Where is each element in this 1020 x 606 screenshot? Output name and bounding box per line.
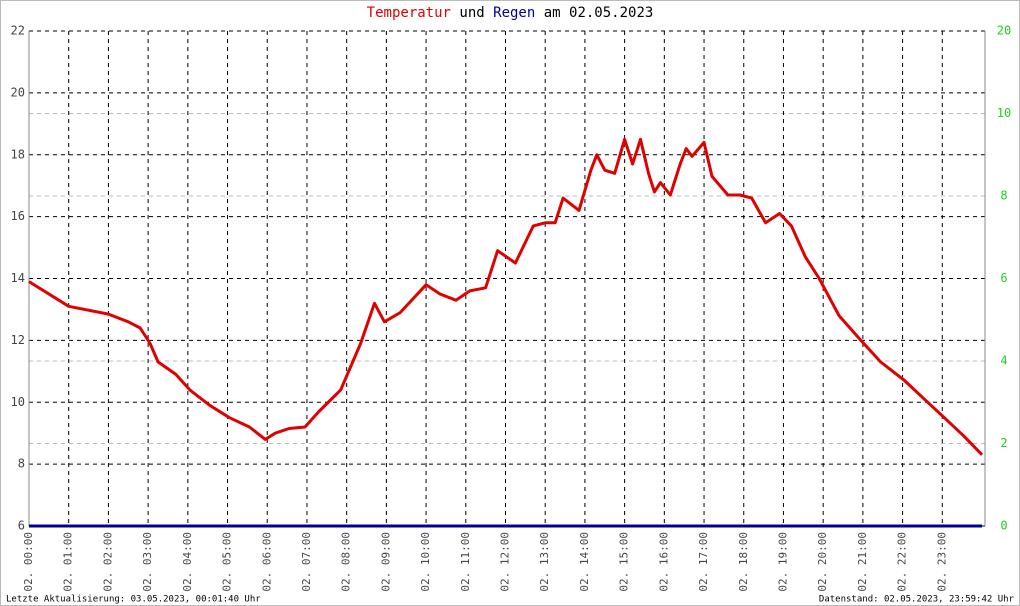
x-tick-label: 02. 14:00 bbox=[578, 532, 591, 592]
y-tick-label: 22 bbox=[11, 24, 25, 38]
x-tick-label: 02. 17:00 bbox=[697, 532, 710, 592]
x-tick-label: 02. 20:00 bbox=[816, 532, 829, 592]
y2-tick-label: 8 bbox=[1000, 189, 1007, 203]
y-tick-label: 14 bbox=[11, 271, 25, 285]
x-tick-label: 02. 21:00 bbox=[856, 532, 869, 592]
title-part: Regen bbox=[493, 5, 535, 21]
x-tick-label: 02. 16:00 bbox=[657, 532, 670, 592]
y2-tick-label: 20 bbox=[997, 24, 1011, 38]
x-tick-label: 02. 06:00 bbox=[260, 532, 273, 592]
x-tick-label: 02. 18:00 bbox=[737, 532, 750, 592]
chart-title: Temperatur und Regen am 02.05.2023 bbox=[367, 5, 654, 21]
x-tick-label: 02. 04:00 bbox=[181, 532, 194, 592]
x-tick-label: 02. 23:00 bbox=[935, 532, 948, 592]
x-tick-label: 02. 09:00 bbox=[379, 532, 392, 592]
x-tick-label: 02. 00:00 bbox=[22, 532, 35, 592]
x-tick-label: 02. 19:00 bbox=[776, 532, 789, 592]
y2-tick-label: 10 bbox=[997, 106, 1011, 120]
x-tick-label: 02. 13:00 bbox=[538, 532, 551, 592]
footer-right: Datenstand: 02.05.2023, 23:59:42 Uhr bbox=[819, 595, 1015, 605]
x-tick-label: 02. 03:00 bbox=[141, 532, 154, 592]
y-tick-label: 18 bbox=[11, 147, 25, 161]
y2-tick-label: 4 bbox=[1000, 354, 1007, 368]
x-tick-label: 02. 05:00 bbox=[221, 532, 234, 592]
y2-tick-label: 6 bbox=[1000, 271, 1007, 285]
title-part: und bbox=[459, 5, 484, 21]
x-tick-label: 02. 07:00 bbox=[300, 532, 313, 592]
x-tick-label: 02. 08:00 bbox=[340, 532, 353, 592]
y-tick-label: 6 bbox=[18, 519, 25, 533]
y-tick-label: 12 bbox=[11, 333, 25, 347]
series-line bbox=[28, 137, 984, 456]
y-tick-label: 8 bbox=[18, 457, 25, 471]
x-tick-label: 02. 22:00 bbox=[896, 532, 909, 592]
y-tick-label: 10 bbox=[11, 395, 25, 409]
x-tick-label: 02. 10:00 bbox=[419, 532, 432, 592]
x-tick-label: 02. 12:00 bbox=[499, 532, 512, 592]
x-tick-label: 02. 01:00 bbox=[62, 532, 75, 592]
footer-left: Letzte Aktualisierung: 03.05.2023, 00:01… bbox=[6, 595, 261, 605]
title-part: am 02.05.2023 bbox=[544, 5, 654, 21]
x-tick-label: 02. 02:00 bbox=[101, 532, 114, 592]
x-tick-label: 02. 11:00 bbox=[459, 532, 472, 592]
y-tick-label: 16 bbox=[11, 209, 25, 223]
x-tick-label: 02. 15:00 bbox=[618, 532, 631, 592]
y2-tick-label: 0 bbox=[1000, 519, 1007, 533]
title-part: Temperatur bbox=[367, 5, 451, 21]
y2-tick-label: 2 bbox=[1000, 436, 1007, 450]
y-tick-label: 20 bbox=[11, 85, 25, 99]
